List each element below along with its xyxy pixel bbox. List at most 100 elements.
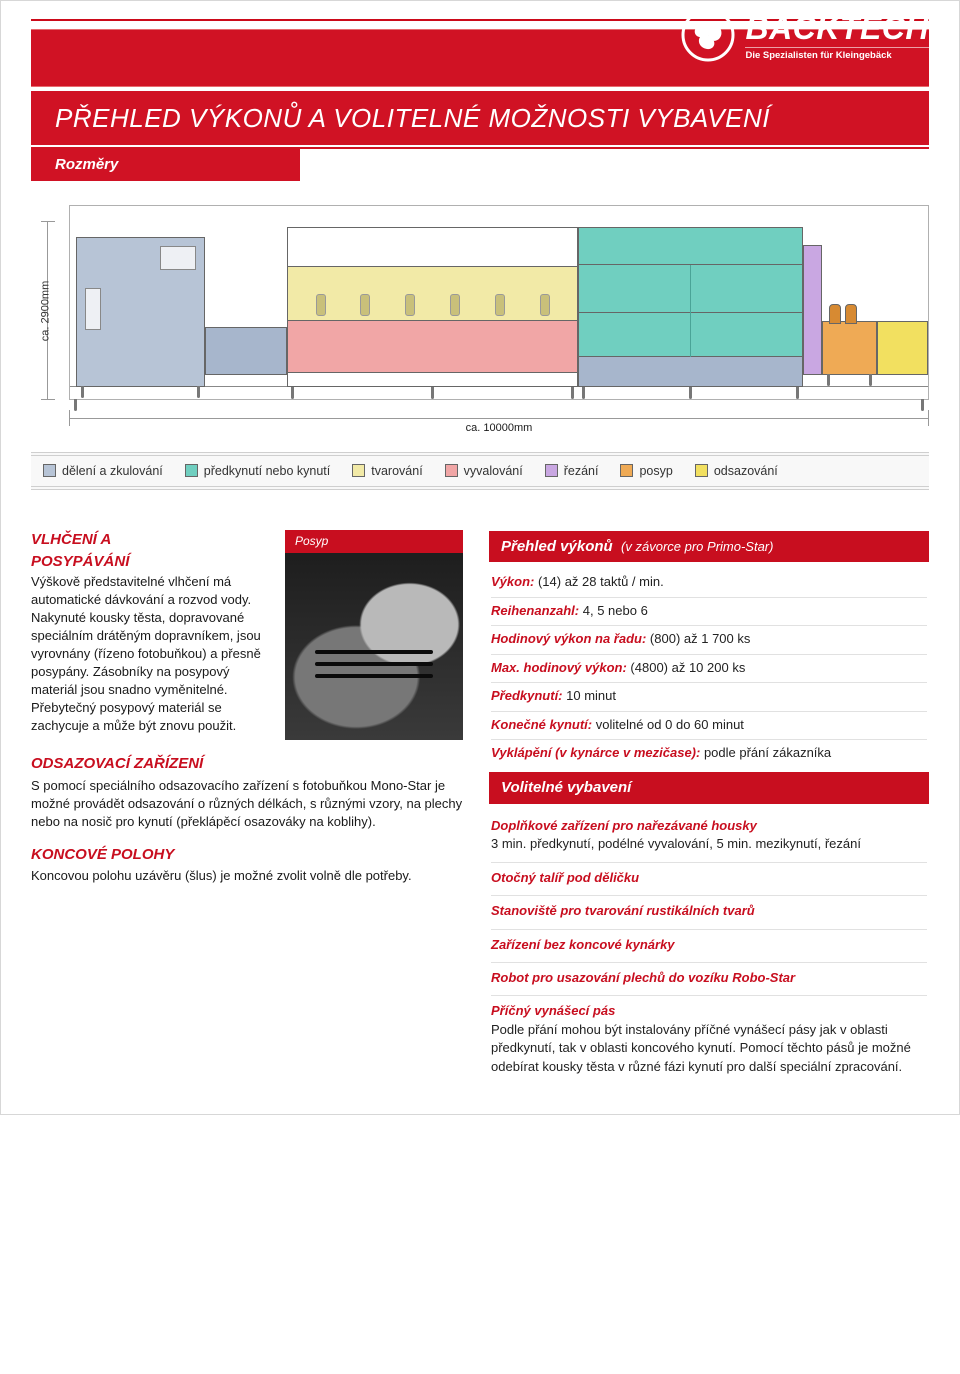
spec-row: Konečné kynutí: volitelné od 0 do 60 min… (491, 712, 927, 740)
legend-label: řezání (564, 464, 599, 478)
spec-value: (800) až 1 700 ks (650, 631, 750, 646)
module-cutting (803, 245, 823, 375)
spec-value: 10 minut (566, 688, 616, 703)
left-column: VLHČENÍ A POSYPÁVÁNÍ Výškově představite… (31, 530, 463, 1084)
options-title: Volitelné vybavení (501, 779, 631, 796)
header-stripe-top: BACKTECH Die Spezialisten für Kleingebäc… (31, 29, 929, 87)
option-title: Příčný vynášecí pás (491, 1002, 927, 1020)
section1-title-line1: VLHČENÍ A (31, 530, 269, 551)
legend-item: odsazování (695, 464, 778, 478)
overview-title: Přehled výkonů (501, 538, 613, 555)
page-subtitle: Rozměry (55, 156, 118, 173)
legend-item: posyp (620, 464, 672, 478)
spec-key: Konečné kynutí: (491, 717, 596, 732)
spec-row: Předkynutí: 10 minut (491, 683, 927, 711)
legend-swatch (352, 464, 365, 477)
header-title-bar: PŘEHLED VÝKONŮ A VOLITELNÉ MOŽNOSTI VYBA… (31, 91, 929, 145)
legend-item: dělení a zkulování (43, 464, 163, 478)
machine-diagram: ca. 2900mm (31, 205, 929, 434)
spec-row: Reihenanzahl: 4, 5 nebo 6 (491, 598, 927, 626)
posyp-photo: Posyp (285, 530, 463, 740)
option-block: Zařízení bez koncové kynárky (491, 930, 927, 963)
legend-label: odsazování (714, 464, 778, 478)
content: VLHČENÍ A POSYPÁVÁNÍ Výškově představite… (31, 530, 929, 1084)
option-block: Robot pro usazování plechů do vozíku Rob… (491, 963, 927, 996)
module-divide (76, 237, 205, 387)
legend-swatch (695, 464, 708, 477)
module-finalproof (578, 227, 803, 387)
options-list: Doplňkové zařízení pro nařezávané housky… (489, 805, 929, 1085)
page-title: PŘEHLED VÝKONŮ A VOLITELNÉ MOŽNOSTI VYBA… (55, 103, 770, 134)
module-panning-off (877, 321, 928, 375)
spec-row: Výkon: (14) až 28 taktů / min. (491, 569, 927, 597)
horizontal-dimension: ca. 10000mm (69, 406, 929, 434)
option-block: Stanoviště pro tvarování rustikálních tv… (491, 896, 927, 929)
posyp-caption: Posyp (285, 530, 463, 553)
spec-key: Max. hodinový výkon: (491, 660, 630, 675)
legend-label: posyp (639, 464, 672, 478)
option-desc: Podle přání mohou být instalovány příčné… (491, 1021, 927, 1076)
legend-item: řezání (545, 464, 599, 478)
spec-key: Vyklápění (v kynárce v mezičase): (491, 745, 704, 760)
spec-value: 4, 5 nebo 6 (583, 603, 648, 618)
option-title: Stanoviště pro tvarování rustikálních tv… (491, 902, 927, 920)
brand-name: BACKTECH (745, 10, 929, 47)
legend-swatch (445, 464, 458, 477)
legend: dělení a zkulování předkynutí nebo kynutí… (31, 452, 929, 490)
option-title: Zařízení bez koncové kynárky (491, 936, 927, 954)
option-block: Příčný vynášecí pásPodle přání mohou být… (491, 996, 927, 1084)
legend-label: tvarování (371, 464, 422, 478)
spec-row: Hodinový výkon na řadu: (800) až 1 700 k… (491, 626, 927, 654)
legend-label: vyvalování (464, 464, 523, 478)
option-block: Doplňkové zařízení pro nařezávané housky… (491, 811, 927, 863)
spec-key: Reihenanzahl: (491, 603, 583, 618)
legend-swatch (43, 464, 56, 477)
module-seeding (822, 321, 877, 375)
section3-title: KONCOVÉ POLOHY (31, 845, 463, 866)
legend-label: předkynutí nebo kynutí (204, 464, 330, 478)
option-title: Robot pro usazování plechů do vozíku Rob… (491, 969, 927, 987)
spec-value: volitelné od 0 do 60 minut (596, 717, 744, 732)
vertical-dimension-label: ca. 2900mm (39, 280, 51, 341)
section1-body: Výškově představitelné vlhčení má automa… (31, 573, 269, 734)
module-preproof (287, 227, 578, 387)
spec-key: Výkon: (491, 574, 538, 589)
legend-item: tvarování (352, 464, 422, 478)
option-title: Otočný talíř pod děličku (491, 869, 927, 887)
brand-swirl-icon (681, 8, 735, 62)
spec-value: (4800) až 10 200 ks (630, 660, 745, 675)
overview-note: (v závorce pro Primo-Star) (621, 539, 773, 554)
brand-tagline: Die Spezialisten für Kleingebäck (745, 47, 929, 61)
spec-value: (14) až 28 taktů / min. (538, 574, 664, 589)
legend-swatch (620, 464, 633, 477)
spec-key: Předkynutí: (491, 688, 566, 703)
section2-title: ODSAZOVACÍ ZAŘÍZENÍ (31, 754, 463, 775)
spec-key: Hodinový výkon na řadu: (491, 631, 650, 646)
options-title-bar: Volitelné vybavení (489, 771, 929, 804)
module-belt (205, 327, 287, 375)
header-subtitle-bar: Rozměry (31, 147, 300, 181)
section2-body: S pomocí speciálního odsazovacího zaříze… (31, 777, 463, 831)
vertical-dimension: ca. 2900mm (31, 221, 59, 400)
option-title: Doplňkové zařízení pro nařezávané housky (491, 817, 927, 835)
right-column: Přehled výkonů (v závorce pro Primo-Star… (489, 530, 929, 1084)
brand-logo: BACKTECH Die Spezialisten für Kleingebäc… (681, 8, 929, 62)
option-desc: 3 min. předkynutí, podélné vyvalování, 5… (491, 835, 927, 853)
page: BACKTECH Die Spezialisten für Kleingebäc… (0, 0, 960, 1115)
spec-list: Výkon: (14) až 28 taktů / min.Reihenanza… (489, 563, 929, 771)
machine-row (69, 205, 929, 400)
legend-swatch (185, 464, 198, 477)
overview-title-bar: Přehled výkonů (v závorce pro Primo-Star… (489, 530, 929, 563)
header: BACKTECH Die Spezialisten für Kleingebäc… (31, 29, 929, 181)
spec-row: Vyklápění (v kynárce v mezičase): podle … (491, 740, 927, 767)
legend-item: vyvalování (445, 464, 523, 478)
section1-title-line2: POSYPÁVÁNÍ (31, 552, 269, 573)
spec-value: podle přání zákazníka (704, 745, 831, 760)
legend-item: předkynutí nebo kynutí (185, 464, 330, 478)
horizontal-dimension-label: ca. 10000mm (462, 422, 537, 434)
section3-body: Koncovou polohu uzávěru (šlus) je možné … (31, 867, 463, 885)
spec-row: Max. hodinový výkon: (4800) až 10 200 ks (491, 655, 927, 683)
option-block: Otočný talíř pod děličku (491, 863, 927, 896)
legend-label: dělení a zkulování (62, 464, 163, 478)
legend-swatch (545, 464, 558, 477)
